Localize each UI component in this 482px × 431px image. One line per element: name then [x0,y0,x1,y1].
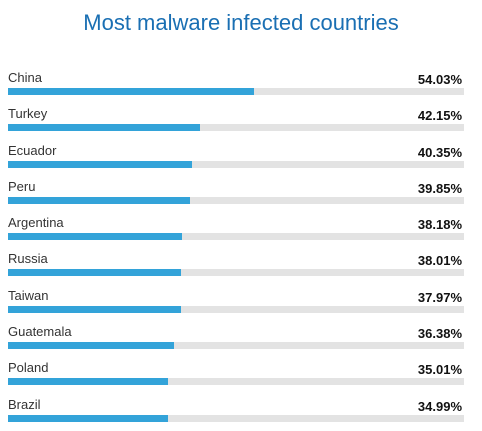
bar-row: Brazil 34.99% [8,395,464,431]
chart-title: Most malware infected countries [83,10,399,35]
category-label: Taiwan [8,287,49,303]
bar-row: Guatemala 36.38% [8,322,464,358]
value-label: 35.01% [417,362,462,378]
bar-row: Ecuador 40.35% [8,141,464,177]
bar-row: Peru 39.85% [8,177,464,213]
category-label: China [8,70,42,85]
bar-track [8,269,464,277]
bar-row: Turkey 42.15% [8,104,464,140]
bar-track [8,378,464,386]
bar-track [8,414,464,422]
value-label: 34.99% [417,398,462,414]
bar [8,124,201,132]
category-label: Poland [8,360,49,376]
bar [8,269,182,277]
category-label: Russia [8,251,48,267]
bar [8,414,168,422]
value-label: 37.97% [417,289,462,305]
bar [8,196,190,204]
bar-row: China 54.03% [8,68,464,104]
value-label: 40.35% [417,144,462,160]
bar [8,233,183,241]
bar-track [8,305,464,313]
category-label: Argentina [8,215,64,231]
value-label: 42.15% [417,108,462,124]
bar-track [8,88,464,95]
bar-track [8,124,464,132]
category-label: Turkey [8,106,48,122]
bar-rows: China 54.03% Turkey 42.15% Ecuador 40.35% Peru… [8,68,464,431]
bar [8,160,192,168]
value-label: 54.03% [417,72,462,87]
bar-row: Poland 35.01% [8,358,464,394]
bar-row: Argentina 38.18% [8,213,464,249]
bar-track [8,342,464,350]
bar-row: Taiwan 37.97% [8,286,464,322]
category-label: Ecuador [8,142,57,158]
bar-row: Russia 38.01% [8,249,464,285]
value-label: 38.18% [417,217,462,233]
bar [8,342,174,350]
bar-track [8,233,464,241]
category-label: Guatemala [8,324,72,340]
category-label: Peru [8,178,36,194]
bar [8,378,168,386]
bar-track [8,196,464,204]
value-label: 39.85% [417,180,462,196]
bar [8,305,182,313]
bar-track [8,160,464,168]
value-label: 36.38% [417,326,462,342]
bar [8,88,255,95]
category-label: Brazil [8,396,41,412]
value-label: 38.01% [417,253,462,269]
